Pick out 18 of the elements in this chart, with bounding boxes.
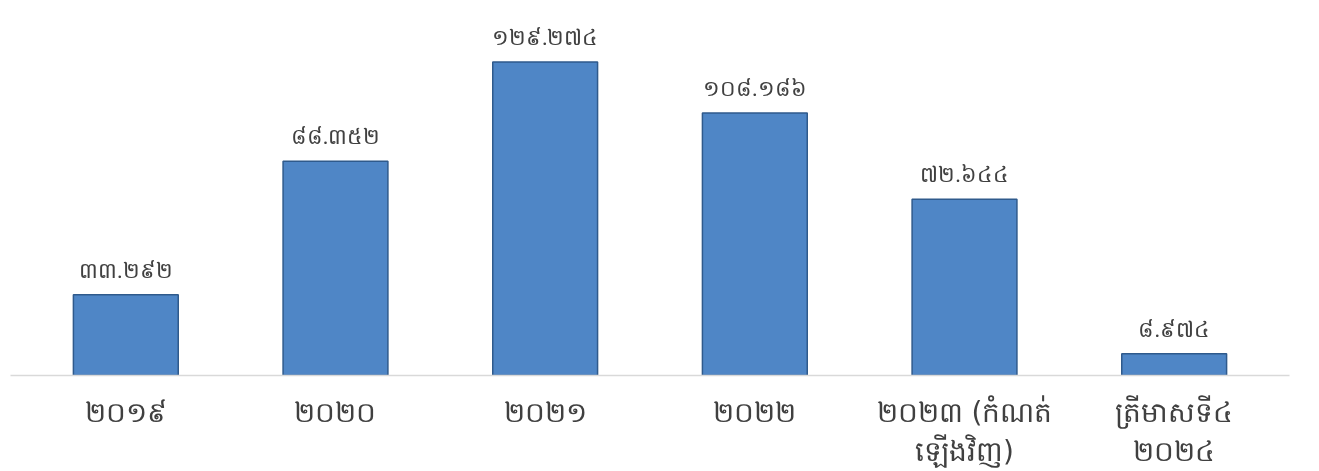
x-tick-label: ២០២២ — [713, 395, 797, 429]
bar — [72, 294, 179, 376]
data-label: ៣៣.២៩២ — [79, 257, 173, 283]
data-label: ១២៩.២៧៤ — [491, 24, 599, 50]
bar — [911, 198, 1018, 376]
bar — [492, 61, 599, 376]
bar — [1121, 352, 1228, 376]
data-label: ៧២.៦៤៤ — [920, 162, 1009, 188]
data-label: ១០៨.១៨៦ — [703, 76, 807, 102]
bar — [282, 160, 389, 376]
x-tick-label: ត្រីមាសទី៤ ២០២៤ — [1115, 394, 1234, 469]
x-tick-label: ២០២០ — [294, 395, 377, 429]
x-tick-label: ២០២៣ (កំណត់ ឡើងវិញ) — [876, 394, 1053, 469]
data-label: ៨.៩៧៤ — [1138, 316, 1210, 342]
bar — [701, 112, 808, 376]
data-label: ៨៨.៣៥២ — [290, 124, 381, 150]
x-tick-label: ២០២១ — [503, 395, 587, 429]
x-tick-label: ២០១៩ — [84, 395, 167, 429]
